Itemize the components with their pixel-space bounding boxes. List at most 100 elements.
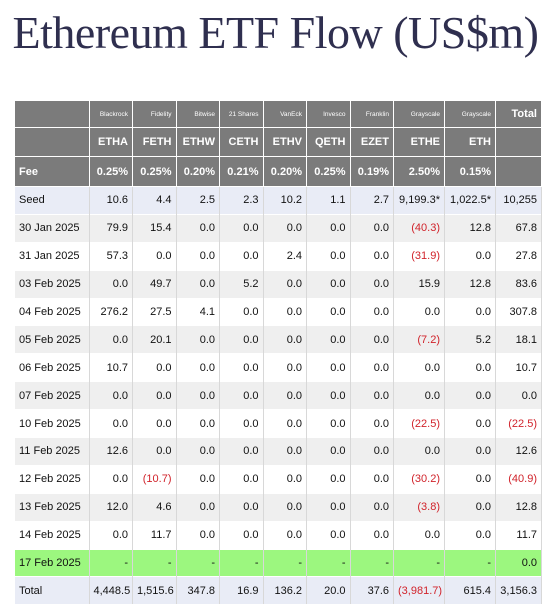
- flow-cell: 2.3: [219, 186, 264, 215]
- row-label: 11 Feb 2025: [15, 437, 90, 466]
- table-row: 17 Feb 2025- - - - - - - - -0.0: [15, 548, 542, 577]
- ticker-header: EZET: [350, 127, 394, 157]
- flow-cell: -: [219, 548, 264, 577]
- flow-cell: 4.6: [132, 492, 177, 522]
- flow-cell: 0.0: [219, 492, 264, 522]
- row-total-cell: 18.1: [495, 325, 542, 354]
- flow-cell: 0.0: [89, 269, 133, 299]
- row-label: 06 Feb 2025: [15, 353, 90, 382]
- flow-cell: 0.0: [89, 325, 133, 354]
- flow-cell: 0.0: [132, 409, 177, 438]
- flow-cell: 0.0: [350, 437, 394, 466]
- fee-empty: [495, 156, 542, 187]
- flow-cell: 0.0: [306, 241, 351, 271]
- issuer-header: Grayscale: [444, 101, 496, 128]
- row-label: 13 Feb 2025: [15, 492, 90, 522]
- flow-cell: 2.4: [263, 241, 307, 271]
- flow-cell: 0.0: [176, 492, 220, 522]
- flow-cell: 0.0: [393, 353, 445, 382]
- table-row: 06 Feb 2025 10.7 0.0 0.0 0.0 0.0 0.0 0.0 0.0 0.0 1…: [15, 353, 542, 382]
- row-label: 30 Jan 2025: [15, 213, 90, 243]
- row-label: Seed: [15, 186, 90, 215]
- flow-cell: 0.0: [89, 409, 133, 438]
- flow-cell: 0.0: [306, 409, 351, 438]
- table-row: 14 Feb 2025 0.0 11.7 0.0 0.0 0.0 0.0 0.0 0.0 0.0 1…: [15, 520, 542, 550]
- flow-cell: 1,022.5*: [444, 186, 496, 215]
- flow-cell: 0.0: [176, 269, 220, 299]
- flow-cell: 0.0: [263, 297, 307, 326]
- fee-value: 0.21%: [219, 156, 264, 187]
- flow-cell: 12.8: [444, 213, 496, 243]
- ticker-header: ETHV: [263, 127, 307, 157]
- fee-value: 0.25%: [306, 156, 351, 187]
- flow-cell: 0.0: [306, 213, 351, 243]
- row-label: 07 Feb 2025: [15, 381, 90, 410]
- flow-cell: 15.4: [132, 213, 177, 243]
- flow-cell: 0.0: [176, 464, 220, 494]
- flow-cell: 0.0: [263, 464, 307, 494]
- flow-cell: 0.0: [132, 437, 177, 466]
- flow-cell: 0.0: [306, 520, 351, 550]
- fee-value: 0.25%: [132, 156, 177, 187]
- row-total-cell: 27.8: [495, 241, 542, 271]
- issuer-header: VanEck: [263, 101, 307, 128]
- flow-cell: 15.9: [393, 269, 445, 299]
- flow-cell: 0.0: [89, 520, 133, 550]
- flow-cell: 0.0: [350, 492, 394, 522]
- flow-cell: 0.0: [263, 437, 307, 466]
- flow-cell: 79.9: [89, 213, 133, 243]
- flow-cell: 11.7: [132, 520, 177, 550]
- header-corner-cell: [15, 127, 90, 157]
- fee-value: 0.20%: [263, 156, 307, 187]
- flow-cell: 0.0: [350, 464, 394, 494]
- flow-cell: 0.0: [306, 464, 351, 494]
- flow-cell: 0.0: [306, 269, 351, 299]
- flow-cell: 0.0: [263, 353, 307, 382]
- flow-cell: 0.0: [132, 353, 177, 382]
- row-label: 17 Feb 2025: [15, 548, 90, 577]
- flow-cell: 0.0: [350, 325, 394, 354]
- flow-cell: -: [444, 548, 496, 577]
- flow-cell: (40.3): [393, 213, 445, 243]
- flow-cell: 2.5: [176, 186, 220, 215]
- flow-cell: 2.7: [350, 186, 394, 215]
- table-row: 03 Feb 2025 0.0 49.7 0.0 5.2 0.0 0.0 0.0 15.9 12.…: [15, 269, 542, 299]
- flow-cell: 0.0: [132, 241, 177, 271]
- table-row: 04 Feb 2025 276.2 27.5 4.1 0.0 0.0 0.0 0.0 0.0 0.…: [15, 297, 542, 326]
- page-title: Ethereum ETF Flow (US$m): [12, 7, 539, 58]
- issuer-header: Grayscale: [393, 101, 445, 128]
- fee-row: Fee 0.25% 0.25% 0.20% 0.21% 0.20% 0.25% 0.19% 2…: [15, 156, 542, 187]
- ticker-header: ETH: [444, 127, 496, 157]
- flow-cell: 136.2: [263, 576, 307, 605]
- row-total-cell: 3,156.3: [495, 576, 542, 605]
- flow-cell: 12.6: [89, 437, 133, 466]
- flow-cell: 0.0: [444, 492, 496, 522]
- ticker-header: CETH: [219, 127, 264, 157]
- flow-cell: 0.0: [263, 269, 307, 299]
- fee-value: 0.25%: [89, 156, 133, 187]
- flow-cell: -: [393, 548, 445, 577]
- flow-cell: 5.2: [219, 269, 264, 299]
- flow-cell: 0.0: [350, 297, 394, 326]
- flow-cell: -: [263, 548, 307, 577]
- fee-value: 0.15%: [444, 156, 496, 187]
- flow-cell: (10.7): [132, 464, 177, 494]
- table-row: 13 Feb 2025 12.0 4.6 0.0 0.0 0.0 0.0 0.0 (3.8) 0.…: [15, 492, 542, 522]
- flow-cell: 0.0: [176, 325, 220, 354]
- flow-cell: 5.2: [444, 325, 496, 354]
- ticker-header: FETH: [132, 127, 177, 157]
- flow-cell: -: [132, 548, 177, 577]
- flow-cell: 0.0: [219, 381, 264, 410]
- flow-cell: 0.0: [350, 269, 394, 299]
- flow-cell: 276.2: [89, 297, 133, 326]
- flow-cell: 12.8: [444, 269, 496, 299]
- row-total-cell: 67.8: [495, 213, 542, 243]
- flow-cell: 0.0: [219, 353, 264, 382]
- flow-cell: 0.0: [350, 353, 394, 382]
- flow-cell: 0.0: [219, 520, 264, 550]
- flow-cell: 0.0: [444, 437, 496, 466]
- row-total-cell: 11.7: [495, 520, 542, 550]
- flow-cell: 0.0: [306, 297, 351, 326]
- flow-cell: (3.8): [393, 492, 445, 522]
- table-row: 30 Jan 2025 79.9 15.4 0.0 0.0 0.0 0.0 0.0 (40.3)…: [15, 213, 542, 243]
